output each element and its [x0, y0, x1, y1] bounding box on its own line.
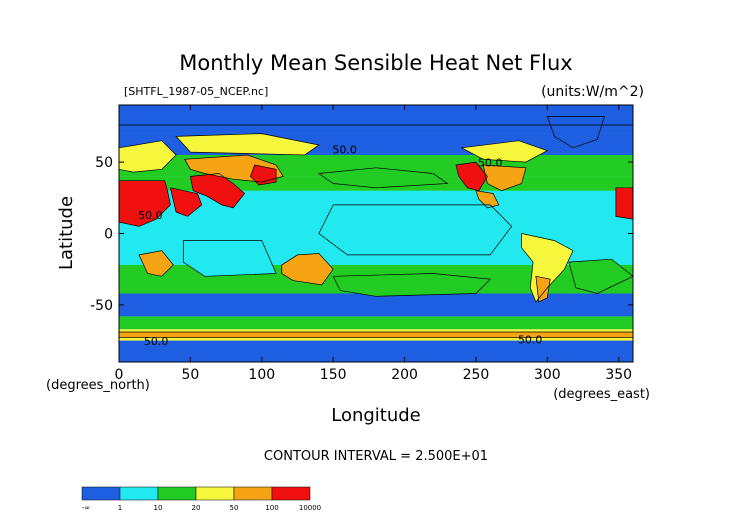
region-mexico: [475, 190, 499, 208]
region-australia: [281, 253, 334, 285]
y-unit-label: (degrees_north): [46, 378, 150, 393]
x-tick-label-200: 200: [391, 367, 418, 383]
flux-regions: [119, 105, 633, 338]
x-tick-label-50: 50: [181, 367, 199, 383]
contour-us-west: [455, 161, 488, 192]
contour-eq-pacific-cyan: [318, 204, 513, 256]
x-tick-label-0: 0: [115, 367, 124, 383]
colorbar-swatch-5: [271, 486, 311, 501]
contour-africa-south: [138, 250, 174, 277]
x-tick-label-300: 300: [534, 367, 561, 383]
y-tick-label-50: 50: [95, 155, 113, 171]
x-axis-label: Longitude: [331, 405, 421, 426]
contour-interval-label: CONTOUR INTERVAL = 2.500E+01: [264, 449, 488, 464]
contour-label-4: 50.0: [518, 333, 543, 346]
contour-central-asia: [184, 154, 284, 183]
contour-australia: [281, 253, 334, 286]
region-south-america: [521, 233, 573, 302]
colorbar-tick-label-2: 10: [154, 504, 163, 512]
contour-greenland: [546, 116, 605, 149]
colorbar-swatch-0: [81, 486, 121, 501]
contour-west-africa-edge: [615, 187, 633, 220]
x-tick-label-150: 150: [320, 367, 347, 383]
units-label: (units:W/m^2): [541, 84, 644, 100]
contour-us-east: [482, 164, 527, 192]
contour-south-atlantic-green: [568, 258, 633, 294]
contour-iran-india: [189, 173, 246, 209]
y-tick-label-0: 0: [104, 227, 113, 243]
y-axis-label: Latitude: [56, 196, 77, 270]
contour-canada: [460, 140, 549, 163]
x-tick-label-350: 350: [605, 367, 632, 383]
source-file-label: [SHTFL_1987-05_NCEP.nc]: [124, 85, 268, 98]
contour-indian-ocean-cyan: [182, 240, 277, 277]
latitude-band-0: [119, 340, 633, 362]
region-africa-north: [119, 180, 171, 227]
region-south-atlantic-green: [568, 259, 633, 294]
contour-antarctic-orange: [119, 331, 633, 339]
contour-patagonia: [535, 275, 551, 303]
region-europe: [119, 140, 177, 173]
contour-siberia: [175, 133, 320, 156]
contour-labels: 50.0 50.0 50.0 50.0 50.0: [138, 144, 542, 348]
region-us-west: [456, 162, 488, 191]
y-axis-ticks: 50 0 -50: [90, 155, 633, 314]
latitude-band-2: [119, 316, 633, 330]
contour-label-0: 50.0: [332, 144, 357, 157]
colorbar-tick-label-5: 100: [265, 504, 278, 512]
chart-title: Monthly Mean Sensible Heat Net Flux: [179, 51, 572, 75]
contour-europe: [119, 140, 177, 173]
x-tick-label-100: 100: [248, 367, 275, 383]
region-us-east: [483, 165, 526, 191]
region-antarctic-orange: [119, 332, 633, 338]
contour-s-pacific-green: [332, 273, 491, 297]
y-tick-label--50: -50: [90, 298, 113, 314]
plot-area: 50.0 50.0 50.0 50.0 50.0: [119, 105, 633, 362]
x-tick-label-250: 250: [463, 367, 490, 383]
contour-label-3: 50.0: [144, 335, 169, 348]
region-west-africa-edge: [615, 187, 633, 220]
colorbar-tick-label-4: 50: [230, 504, 239, 512]
contour-n-pacific-green: [317, 167, 449, 189]
colorbar-tick-label-3: 20: [192, 504, 201, 512]
latitude-band-3: [119, 293, 633, 317]
colorbar: -∞ 1 10 20 50 100 10000: [81, 486, 321, 512]
region-patagonia: [535, 276, 551, 302]
contour-arabia: [169, 187, 203, 217]
contour-china: [249, 164, 277, 186]
colorbar-swatch-1: [119, 486, 159, 501]
colorbar-tick-label-6: 10000: [299, 504, 321, 512]
contour-label-1: 50.0: [478, 156, 503, 169]
region-arabia: [170, 187, 202, 217]
colorbar-tick-label-1: 1: [118, 504, 122, 512]
x-unit-label: (degrees_east): [553, 387, 650, 402]
region-canada: [461, 140, 548, 163]
x-axis-ticks: 0 50 100 150 200 250 300 350: [115, 105, 632, 383]
colorbar-swatch-4: [233, 486, 273, 501]
colorbar-tick-label-0: -∞: [82, 504, 90, 512]
region-siberia: [176, 133, 319, 155]
contour-mexico: [475, 190, 500, 209]
region-eq-pacific-cyan: [318, 204, 512, 255]
region-arctic-ocean-blue: [119, 105, 633, 125]
contour-label-2: 50.0: [138, 209, 163, 222]
region-s-pacific-green: [333, 273, 491, 297]
contour-lines: [119, 105, 633, 339]
contour-africa-north: [119, 180, 171, 227]
region-africa-south: [139, 250, 174, 277]
region-indian-ocean-cyan: [183, 240, 277, 277]
colorbar-swatch-3: [195, 486, 235, 501]
region-n-pacific-green: [318, 167, 448, 188]
colorbar-swatch-2: [157, 486, 197, 501]
contour-south-america: [521, 233, 574, 303]
